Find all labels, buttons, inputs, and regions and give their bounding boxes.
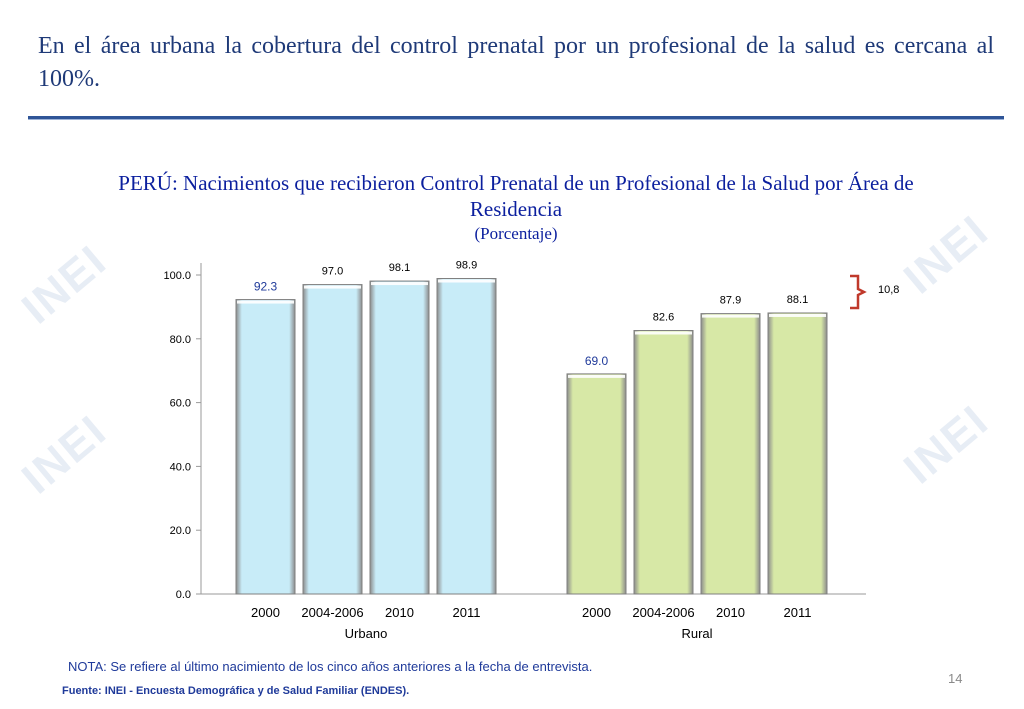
x-tick-label: 2004-2006: [632, 605, 694, 620]
page-number: 14: [948, 671, 963, 686]
bar-highlight: [769, 313, 826, 317]
y-tick-label: 60.0: [170, 398, 191, 410]
y-tick-label: 80.0: [170, 334, 191, 346]
x-tick-label: 2010: [385, 605, 414, 620]
y-tick-label: 20.0: [170, 525, 191, 537]
data-label: 82.6: [653, 312, 674, 324]
y-tick-label: 100.0: [163, 270, 191, 282]
x-tick-label: 2010: [716, 605, 745, 620]
bar: [566, 373, 627, 595]
difference-bracket: [850, 274, 867, 310]
bar: [302, 284, 363, 595]
group-label: Urbano: [345, 626, 388, 641]
x-tick-label: 2011: [784, 605, 812, 620]
bar-highlight: [371, 282, 428, 286]
bar: [633, 330, 694, 595]
bar: [235, 299, 296, 595]
y-tick-label: 40.0: [170, 461, 191, 473]
x-tick-label: 2004-2006: [301, 605, 363, 620]
x-tick-label: 2011: [453, 605, 481, 620]
data-label: 88.1: [787, 294, 808, 306]
group-label: Rural: [681, 626, 712, 641]
bar-highlight: [438, 279, 495, 283]
bar: [436, 278, 497, 595]
data-label: 87.9: [720, 295, 741, 307]
bar-highlight: [568, 374, 625, 378]
data-label: 98.1: [389, 262, 410, 274]
header-divider: [28, 116, 1004, 120]
bar-highlight: [635, 331, 692, 335]
y-tick-label: 0.0: [176, 589, 191, 601]
chart-title: PERÚ: Nacimientos que recibieron Control…: [118, 171, 914, 221]
slide-headline: En el área urbana la cobertura del contr…: [38, 33, 994, 92]
source-note: Fuente: INEI - Encuesta Demográfica y de…: [62, 685, 410, 697]
bar-highlight: [304, 285, 361, 289]
data-label: 98.9: [456, 260, 477, 272]
bar-highlight: [702, 314, 759, 318]
x-tick-label: 2000: [582, 605, 611, 620]
footnote: NOTA: Se refiere al último nacimiento de…: [68, 659, 593, 674]
data-label: 92.3: [254, 280, 278, 294]
bar-highlight: [237, 300, 294, 304]
x-tick-label: 2000: [251, 605, 280, 620]
data-label: 69.0: [585, 354, 609, 368]
difference-label: 10,8: [878, 284, 899, 296]
bar: [369, 280, 430, 595]
data-label: 97.0: [322, 266, 343, 278]
chart-subtitle: (Porcentaje): [474, 224, 558, 243]
bar: [700, 313, 761, 595]
bar: [767, 312, 828, 595]
